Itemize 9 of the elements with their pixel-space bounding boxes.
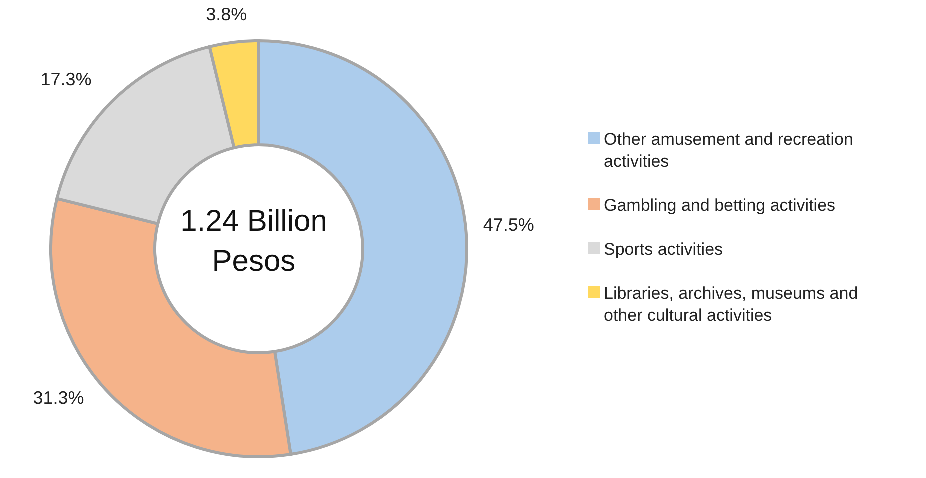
data-label: 47.5% <box>483 215 534 236</box>
legend-label: Gambling and betting activities <box>604 195 837 217</box>
data-label: 3.8% <box>206 4 248 24</box>
data-label: 17.3% <box>40 70 92 90</box>
text: 1.24 Billion Pesos <box>180 204 328 280</box>
legend-label: Other amusement and recreation activities <box>604 129 854 173</box>
data-label: 31.3% <box>33 388 84 408</box>
legend-label: Libraries, archives, museums and other cultural activities <box>604 283 860 327</box>
legend-label: Sports activities <box>604 239 724 261</box>
